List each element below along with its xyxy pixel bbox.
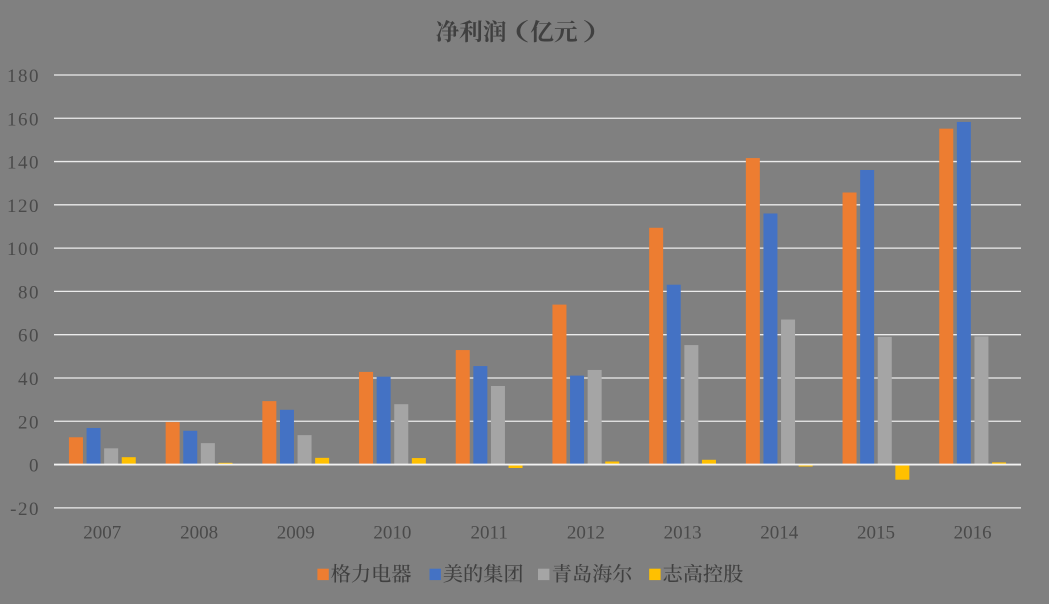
svg-text:2013: 2013	[664, 523, 702, 544]
svg-text:2011: 2011	[471, 523, 508, 544]
svg-text:2010: 2010	[373, 523, 411, 544]
svg-text:140: 140	[7, 153, 40, 174]
svg-text:2015: 2015	[857, 523, 895, 544]
svg-text:2012: 2012	[567, 523, 605, 544]
svg-text:60: 60	[18, 326, 40, 347]
svg-text:2008: 2008	[180, 523, 218, 544]
svg-text:2016: 2016	[954, 523, 992, 544]
svg-text:2014: 2014	[760, 523, 799, 544]
svg-text:100: 100	[7, 239, 40, 260]
svg-text:0: 0	[29, 456, 40, 477]
svg-text:160: 160	[7, 109, 40, 130]
svg-text:80: 80	[18, 282, 40, 303]
svg-text:-20: -20	[10, 499, 40, 520]
svg-text:120: 120	[7, 196, 40, 217]
svg-text:20: 20	[18, 412, 40, 433]
svg-text:2007: 2007	[83, 523, 121, 544]
svg-text:2009: 2009	[277, 523, 315, 544]
svg-text:180: 180	[7, 66, 40, 87]
svg-text:40: 40	[18, 369, 40, 390]
